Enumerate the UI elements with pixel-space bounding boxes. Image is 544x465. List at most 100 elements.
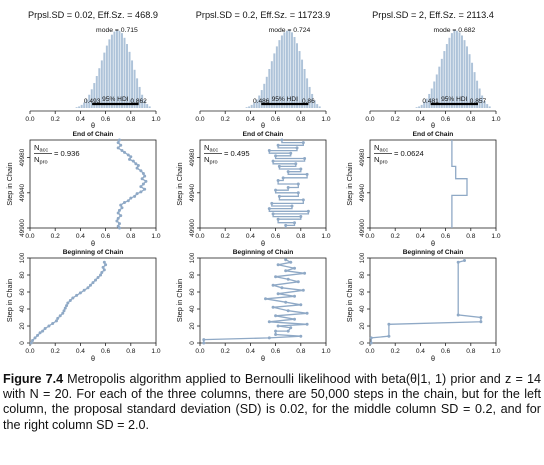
histogram-bar: [303, 69, 306, 108]
trace-point: [38, 331, 42, 335]
trace-point: [141, 171, 145, 175]
trace-point: [276, 143, 280, 147]
histogram-bar: [250, 104, 253, 108]
trace-point: [143, 174, 147, 178]
histogram-bar: [273, 53, 276, 108]
histogram-title: Prpsl.SD = 0.2, Eff.Sz. = 11723.9: [196, 10, 331, 20]
x-tick-label: 1.0: [321, 116, 330, 123]
trace-title: End of Chain: [413, 131, 454, 138]
x-tick-label: 0.0: [25, 348, 34, 355]
caption-text: Metropolis algorithm applied to Bernoull…: [3, 372, 541, 432]
hdi-lower-label: 0.493: [84, 98, 101, 105]
trace-title: Beginning of Chain: [233, 249, 293, 256]
x-tick-label: 0.6: [441, 116, 450, 123]
histogram-bar: [440, 58, 443, 108]
trace-point: [128, 157, 132, 161]
x-tick-label: 0.2: [221, 348, 230, 355]
y-tick-label: 40: [359, 305, 366, 313]
trace-point: [277, 164, 281, 168]
histogram-bar: [288, 30, 291, 108]
histogram-bar: [108, 39, 111, 108]
plot-frame: [199, 139, 327, 229]
y-tick-label: 49940: [359, 183, 366, 201]
trace-point: [296, 280, 300, 284]
histogram-bar: [275, 46, 278, 108]
histogram-bar: [433, 81, 436, 108]
histogram-bar: [425, 98, 428, 108]
trace-point: [267, 149, 271, 153]
trace-point: [294, 162, 298, 166]
x-tick-label: 0.4: [76, 116, 85, 123]
trace-point: [276, 292, 280, 296]
y-tick-label: 0: [359, 341, 366, 345]
trace-point: [61, 311, 65, 315]
trace-point: [293, 317, 296, 321]
histogram-bar: [428, 93, 431, 108]
histogram-bar: [283, 32, 286, 109]
x-tick-label: 0.8: [296, 233, 305, 240]
hdi-lower-label: 0.481: [422, 98, 439, 105]
y-tick-label: 20: [189, 322, 196, 330]
trace-point: [286, 186, 290, 190]
y-tick-label: 49900: [359, 219, 366, 237]
trace-point: [277, 194, 281, 198]
y-tick-label: 80: [189, 271, 196, 279]
trace-point: [387, 334, 391, 338]
trace-point: [276, 263, 280, 267]
y-axis-label: Step in Chain: [175, 279, 184, 322]
trace-point: [299, 303, 303, 307]
histogram-bar: [98, 68, 101, 108]
trace-point: [119, 143, 123, 147]
trace-point: [463, 259, 466, 263]
x-tick-label: 1.0: [491, 348, 500, 355]
x-tick-label: 0.8: [296, 348, 305, 355]
trace-point: [274, 333, 278, 336]
trace-point: [135, 192, 139, 196]
histogram-bar: [488, 106, 491, 108]
y-tick-label: 49900: [189, 219, 196, 237]
trace-point: [293, 266, 296, 270]
trace-point: [54, 319, 58, 323]
y-tick-label: 49940: [19, 183, 26, 201]
trace-point: [301, 198, 305, 202]
x-tick-label: 0.4: [246, 348, 255, 355]
histogram-bar: [118, 30, 121, 109]
histogram-bar: [120, 33, 123, 109]
histogram-bar: [471, 62, 474, 108]
trace-point: [286, 329, 290, 333]
trace-point: [96, 276, 100, 280]
figure-panels: Prpsl.SD = 0.02, Eff.Sz. = 468.9 mode = 0…: [5, 10, 501, 363]
trace-point: [117, 226, 121, 230]
y-tick-label: 49980: [19, 148, 26, 166]
histogram-bar: [100, 60, 103, 108]
x-tick-label: 0.0: [195, 116, 204, 123]
histogram-bar: [268, 69, 271, 108]
trace-point: [117, 138, 121, 142]
y-tick-label: 40: [189, 305, 196, 313]
histogram-bar: [260, 90, 263, 108]
trace-point: [305, 322, 309, 326]
trace-point: [299, 334, 303, 338]
histogram-bar: [311, 93, 314, 108]
trace-point: [123, 150, 126, 154]
acceptance-ratio-value: = 0.495: [224, 149, 250, 158]
x-tick-label: 0.2: [391, 116, 400, 123]
histogram-bar: [285, 30, 288, 109]
trace-point: [293, 221, 296, 225]
histogram-bar: [448, 37, 451, 108]
histogram-bar: [478, 88, 481, 108]
hdi-label: 95% HDI: [272, 96, 299, 103]
histogram-bar: [435, 74, 438, 108]
trace-point: [264, 297, 268, 301]
trace-line: [203, 259, 308, 343]
trace-point: [267, 336, 271, 340]
x-tick-label: 1.0: [491, 116, 500, 123]
x-tick-label: 1.0: [321, 233, 330, 240]
y-tick-label: 49980: [189, 148, 196, 166]
x-tick-label: 1.0: [151, 348, 160, 355]
histogram-bar: [75, 107, 78, 108]
histogram-bar: [113, 31, 116, 109]
trace-point: [289, 326, 293, 330]
histogram-bar: [105, 45, 108, 108]
histogram-bar: [418, 106, 421, 108]
